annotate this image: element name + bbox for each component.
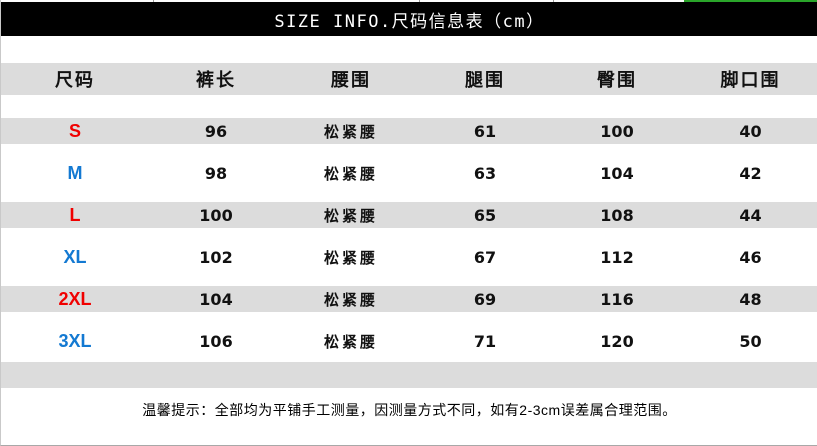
measurement-cell: 120 [600, 331, 634, 351]
measurement-cell: 61 [473, 121, 497, 141]
size-label: XL [63, 246, 87, 267]
measurement-cell: 98 [204, 163, 228, 183]
measurement-note: 温馨提示：全部均为平铺手工测量，因测量方式不同，如有2-3cm误差属合理范围。 [142, 402, 677, 418]
column-header: 腿围 [465, 70, 505, 90]
measurement-cell: 112 [600, 247, 634, 267]
measurement-cell: 104 [199, 289, 233, 309]
waist-type-cell: 松紧腰 [323, 291, 378, 309]
measurement-cell: 100 [199, 205, 233, 225]
waist-type-cell: 松紧腰 [323, 249, 378, 267]
gridline-tick [153, 0, 154, 2]
size-label: L [69, 204, 81, 225]
table-row: 2XL 104 松紧腰 69 116 48 [1, 278, 817, 320]
title-bar: SIZE INFO.尺码信息表（cm） [1, 2, 817, 36]
column-header: 尺码 [55, 70, 95, 90]
table-header-row: 尺码 裤长 腰围 腿围 臀围 脚口围 [1, 63, 817, 95]
size-label: S [68, 120, 81, 141]
measurement-cell: 71 [473, 331, 497, 351]
note-bar: 温馨提示：全部均为平铺手工测量，因测量方式不同，如有2-3cm误差属合理范围。 [1, 396, 817, 424]
waist-type-cell: 松紧腰 [323, 123, 378, 141]
waist-type-cell: 松紧腰 [323, 165, 378, 183]
measurement-cell: 44 [739, 205, 762, 225]
measurement-cell: 100 [600, 121, 634, 141]
column-header: 裤长 [196, 70, 236, 90]
measurement-cell: 102 [199, 247, 233, 267]
measurement-cell: 40 [739, 121, 762, 141]
table-row: M 98 松紧腰 63 104 42 [1, 152, 817, 194]
size-label: M [67, 162, 83, 183]
column-header: 臀围 [597, 70, 637, 90]
table-row: L 100 松紧腰 65 108 44 [1, 194, 817, 236]
column-header: 脚口围 [720, 70, 781, 90]
measurement-cell: 96 [204, 121, 228, 141]
column-header: 腰围 [331, 70, 371, 90]
gridline-tick [553, 0, 554, 2]
table-row: XL 102 松紧腰 67 112 46 [1, 236, 817, 278]
page-title: SIZE INFO.尺码信息表（cm） [274, 11, 545, 32]
waist-type-cell: 松紧腰 [323, 333, 378, 351]
empty-stripe-row [1, 362, 817, 388]
measurement-cell: 50 [739, 331, 762, 351]
measurement-cell: 42 [739, 163, 762, 183]
table-row: S 96 松紧腰 61 100 40 [1, 110, 817, 152]
spreadsheet-gridline-strip [1, 0, 817, 3]
size-label: 2XL [58, 288, 92, 309]
measurement-cell: 67 [473, 247, 497, 267]
measurement-cell: 48 [739, 289, 762, 309]
measurement-cell: 63 [473, 163, 497, 183]
measurement-cell: 108 [600, 205, 634, 225]
waist-type-cell: 松紧腰 [323, 207, 378, 225]
measurement-cell: 104 [600, 163, 634, 183]
measurement-cell: 106 [199, 331, 233, 351]
measurement-cell: 69 [473, 289, 497, 309]
gridline-tick [419, 0, 420, 2]
selection-edge-accent [684, 0, 817, 3]
table-body: S 96 松紧腰 61 100 40 M 98 松紧腰 63 104 42 L 100 松紧腰 65 108 44… [1, 110, 817, 362]
measurement-cell: 65 [473, 205, 497, 225]
measurement-cell: 46 [739, 247, 762, 267]
table-row: 3XL 106 松紧腰 71 120 50 [1, 320, 817, 362]
measurement-cell: 116 [600, 289, 634, 309]
size-label: 3XL [58, 330, 92, 351]
